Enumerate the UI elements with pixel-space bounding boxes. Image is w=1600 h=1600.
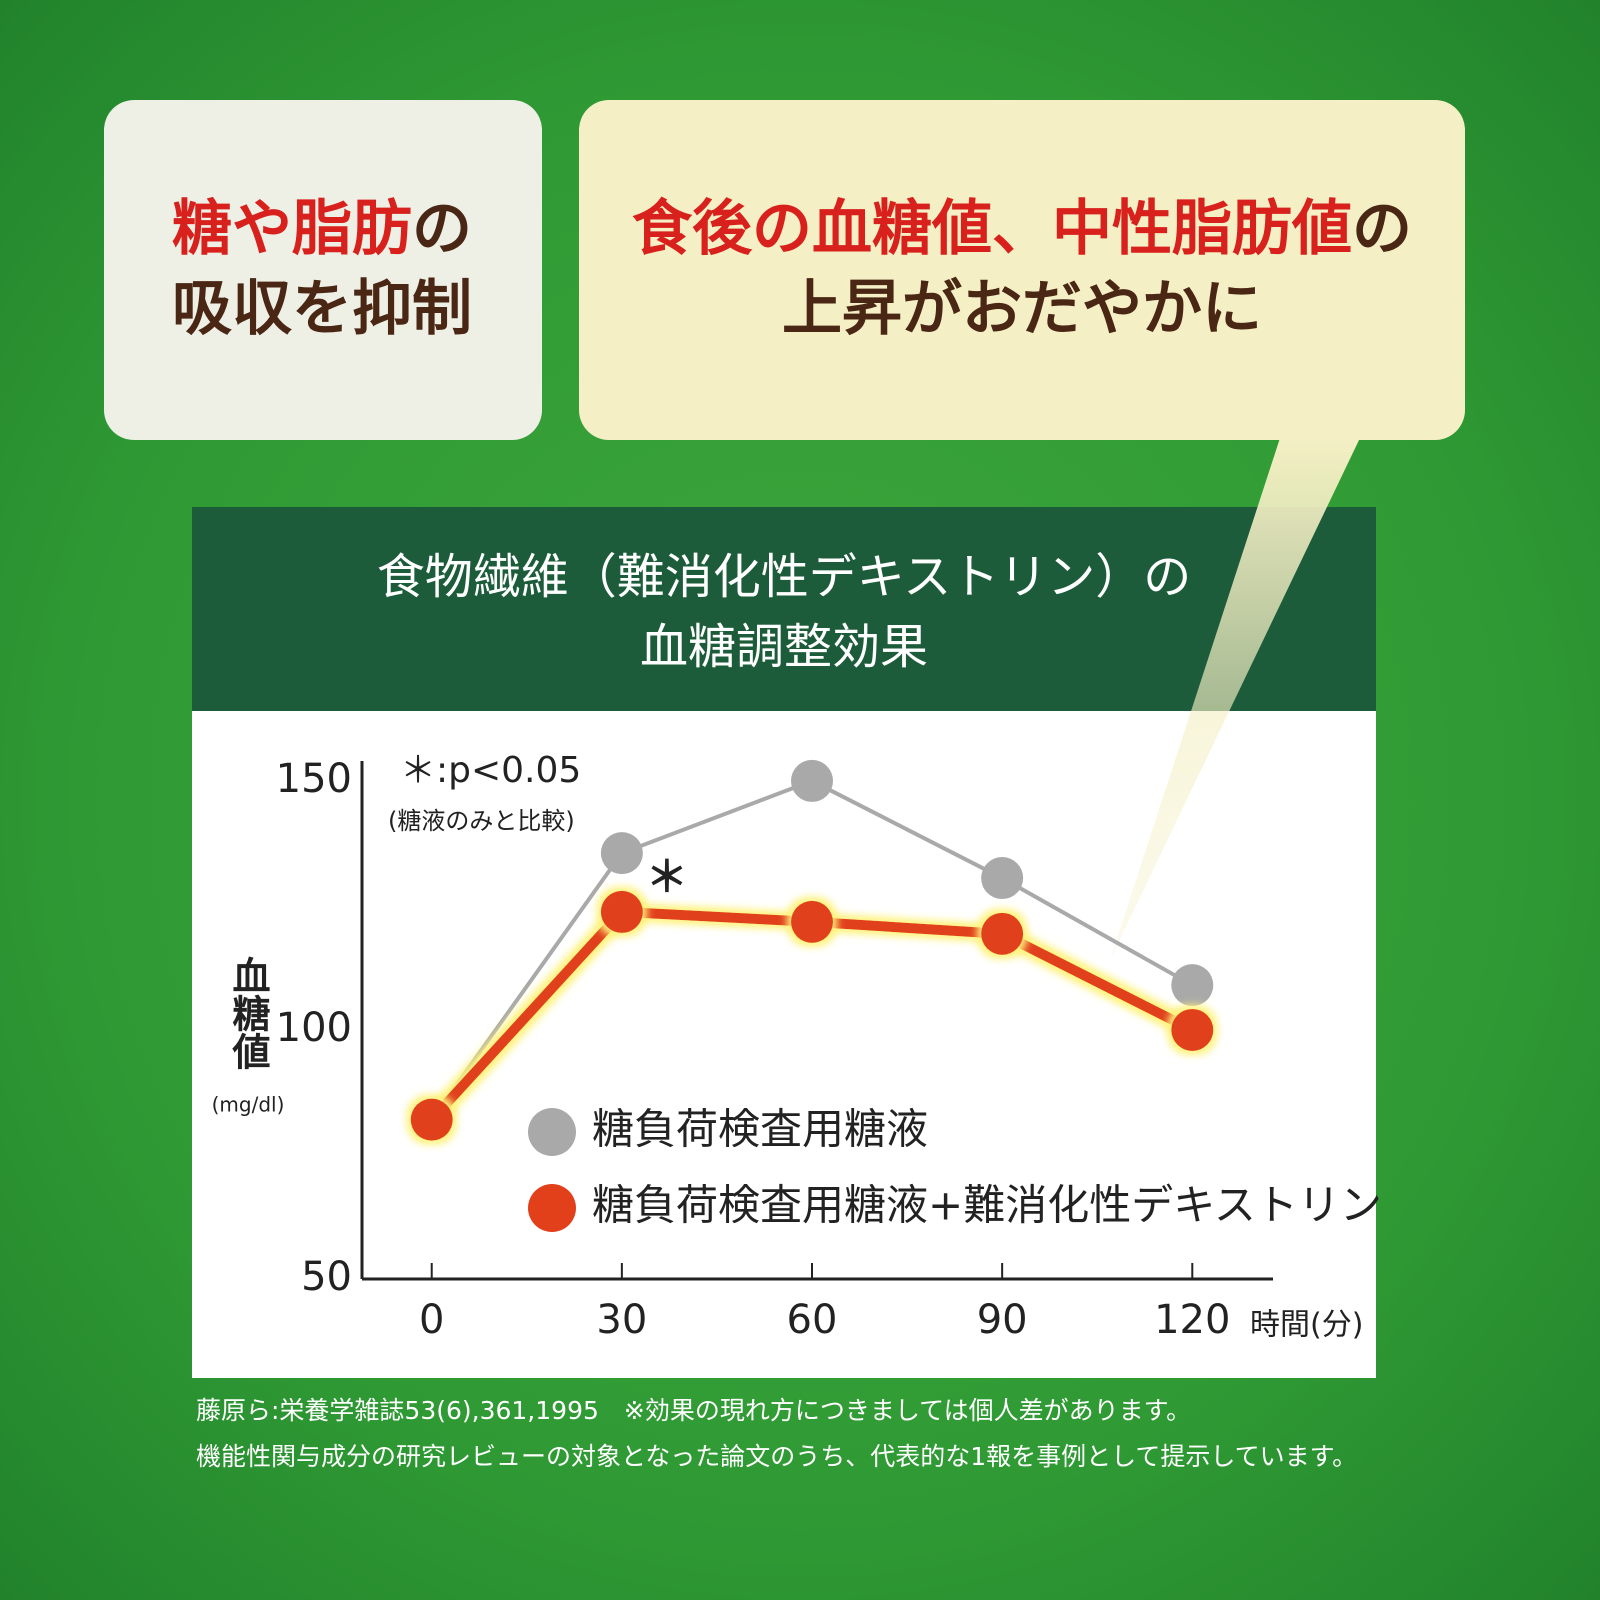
significance-marker: ＊ [646, 852, 688, 901]
x-tick-label: 0 [419, 1297, 444, 1343]
left-callout-box [104, 100, 542, 440]
y-tick-label: 50 [301, 1254, 352, 1300]
callout-line: 糖や脂肪の [172, 194, 472, 264]
x-tick-label: 120 [1154, 1297, 1230, 1343]
chart-title: 血糖調整効果 [640, 619, 928, 675]
callout-text: の [1352, 194, 1412, 264]
y-unit: (mg/dl) [212, 1093, 285, 1117]
data-point [600, 890, 643, 933]
data-point [410, 1098, 453, 1141]
legend-swatch [528, 1108, 576, 1156]
x-tick-label: 30 [596, 1297, 647, 1343]
y-tick-label: 150 [276, 756, 352, 802]
callout-text: の [412, 194, 472, 264]
legend-swatch [528, 1184, 576, 1232]
x-tick-label: 90 [977, 1297, 1028, 1343]
callout-line: 食後の血糖値、中性脂肪値の [632, 194, 1412, 264]
legend-label: 糖負荷検査用糖液 [592, 1105, 928, 1154]
content: 糖や脂肪の吸収を抑制食後の血糖値、中性脂肪値の上昇がおだやかに食物繊維（難消化性… [172, 194, 1412, 1471]
callout-text: 上昇がおだやかに [782, 274, 1262, 344]
callout-tail [1110, 438, 1360, 960]
callout-text: 食後の血糖値、中性脂肪値 [632, 194, 1352, 264]
x-axis-label: 時間(分) [1250, 1308, 1363, 1343]
data-point [1171, 964, 1214, 1007]
data-point [791, 759, 834, 802]
footnote: 藤原ら:栄養学雑誌53(6),361,1995 ※効果の現れ方につきましては個人… [196, 1396, 1191, 1425]
callout-text: 吸収を抑制 [172, 274, 472, 344]
callout-line: 吸収を抑制 [172, 274, 472, 344]
footnote: 機能性関与成分の研究レビューの対象となった論文のうち、代表的な1報を事例として提… [196, 1442, 1357, 1471]
data-point [981, 857, 1024, 900]
callout-text: 糖や脂肪 [172, 194, 412, 264]
y-axis-label: 血糖値 [226, 956, 271, 1070]
callout-line: 上昇がおだやかに [782, 274, 1262, 344]
annotation: (糖液のみと比較) [388, 807, 575, 835]
right-callout-box [579, 100, 1465, 440]
data-point [791, 900, 834, 943]
data-point [1171, 1008, 1214, 1051]
data-point [600, 832, 643, 875]
legend-label: 糖負荷検査用糖液+難消化性デキストリン [592, 1181, 1382, 1230]
chart-header [192, 507, 1376, 711]
data-point [981, 912, 1024, 955]
x-tick-label: 60 [787, 1297, 838, 1343]
annotation: ＊:p<0.05 [400, 750, 581, 791]
chart-title: 食物繊維（難消化性デキストリン）の [377, 549, 1192, 605]
y-tick-label: 100 [276, 1005, 352, 1051]
